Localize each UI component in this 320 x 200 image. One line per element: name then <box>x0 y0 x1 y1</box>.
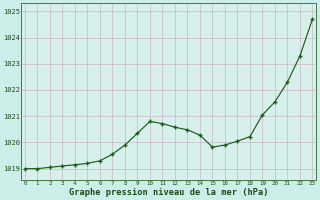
X-axis label: Graphe pression niveau de la mer (hPa): Graphe pression niveau de la mer (hPa) <box>69 188 268 197</box>
